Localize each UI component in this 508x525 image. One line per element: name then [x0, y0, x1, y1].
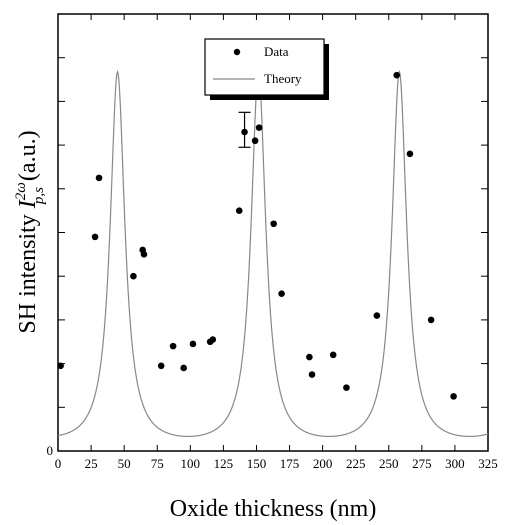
data-point: [241, 128, 248, 136]
y-axis-title-suffix: (a.u.): [15, 130, 41, 187]
data-point: [130, 272, 137, 280]
data-point: [427, 316, 435, 324]
data-point: [450, 393, 457, 400]
data-point: [95, 174, 103, 182]
y-axis-title-sup: 2ω: [13, 182, 29, 200]
data-point: [180, 364, 187, 372]
y-axis-title-sub: p,s: [31, 187, 47, 205]
data-point: [306, 353, 313, 361]
x-tick-labels: 0 25 50 75 100 125 150 175 200 225 250 275 300 325: [55, 456, 498, 471]
x-tick-label: 0: [55, 456, 62, 471]
data-point: [235, 207, 243, 214]
data-point: [373, 312, 381, 319]
y-axis-title-symbol: I: [15, 199, 41, 209]
x-tick-label: 250: [379, 456, 399, 471]
x-axis-title: Oxide thickness (nm): [170, 496, 377, 522]
y-tick-labels: 0: [47, 443, 54, 458]
data-point: [308, 371, 316, 378]
legend-label-theory: Theory: [264, 71, 302, 86]
data-points: [57, 71, 457, 400]
data-point: [169, 342, 177, 350]
x-tick-label: 75: [151, 456, 164, 471]
x-tick-label: 225: [346, 456, 366, 471]
x-tick-label: 325: [478, 456, 498, 471]
x-tick-label: 150: [247, 456, 267, 471]
data-point: [157, 362, 165, 370]
x-tick-label: 275: [412, 456, 432, 471]
data-point: [91, 233, 99, 241]
x-tick-label: 100: [181, 456, 201, 471]
data-point: [209, 336, 217, 343]
legend-dot-marker: [233, 48, 241, 56]
legend-label-data: Data: [264, 44, 289, 59]
theory-curve: [57, 69, 489, 438]
legend-box: [204, 38, 325, 96]
data-point: [406, 150, 414, 158]
x-tick-label: 25: [85, 456, 98, 471]
data-point: [255, 124, 263, 131]
data-point: [251, 137, 259, 145]
data-point: [393, 71, 401, 79]
data-point: [343, 384, 350, 391]
data-point: [189, 340, 197, 348]
x-tick-label: 200: [313, 456, 333, 471]
legend: Data Theory: [204, 38, 329, 100]
y-tick-label: 0: [47, 443, 54, 458]
data-point: [270, 220, 277, 228]
data-point: [278, 290, 285, 297]
data-point: [329, 351, 337, 359]
x-tick-label: 125: [214, 456, 234, 471]
x-tick-label: 175: [280, 456, 300, 471]
y-axis-title-prefix: SH intensity: [15, 208, 41, 333]
x-tick-label: 50: [118, 456, 131, 471]
x-tick-label: 300: [445, 456, 465, 471]
axis-ticks: [57, 13, 489, 452]
data-point: [140, 251, 148, 258]
data-point: [57, 362, 64, 370]
y-axis-title: SH intensity I2ω p,s (a.u.): [13, 130, 47, 333]
